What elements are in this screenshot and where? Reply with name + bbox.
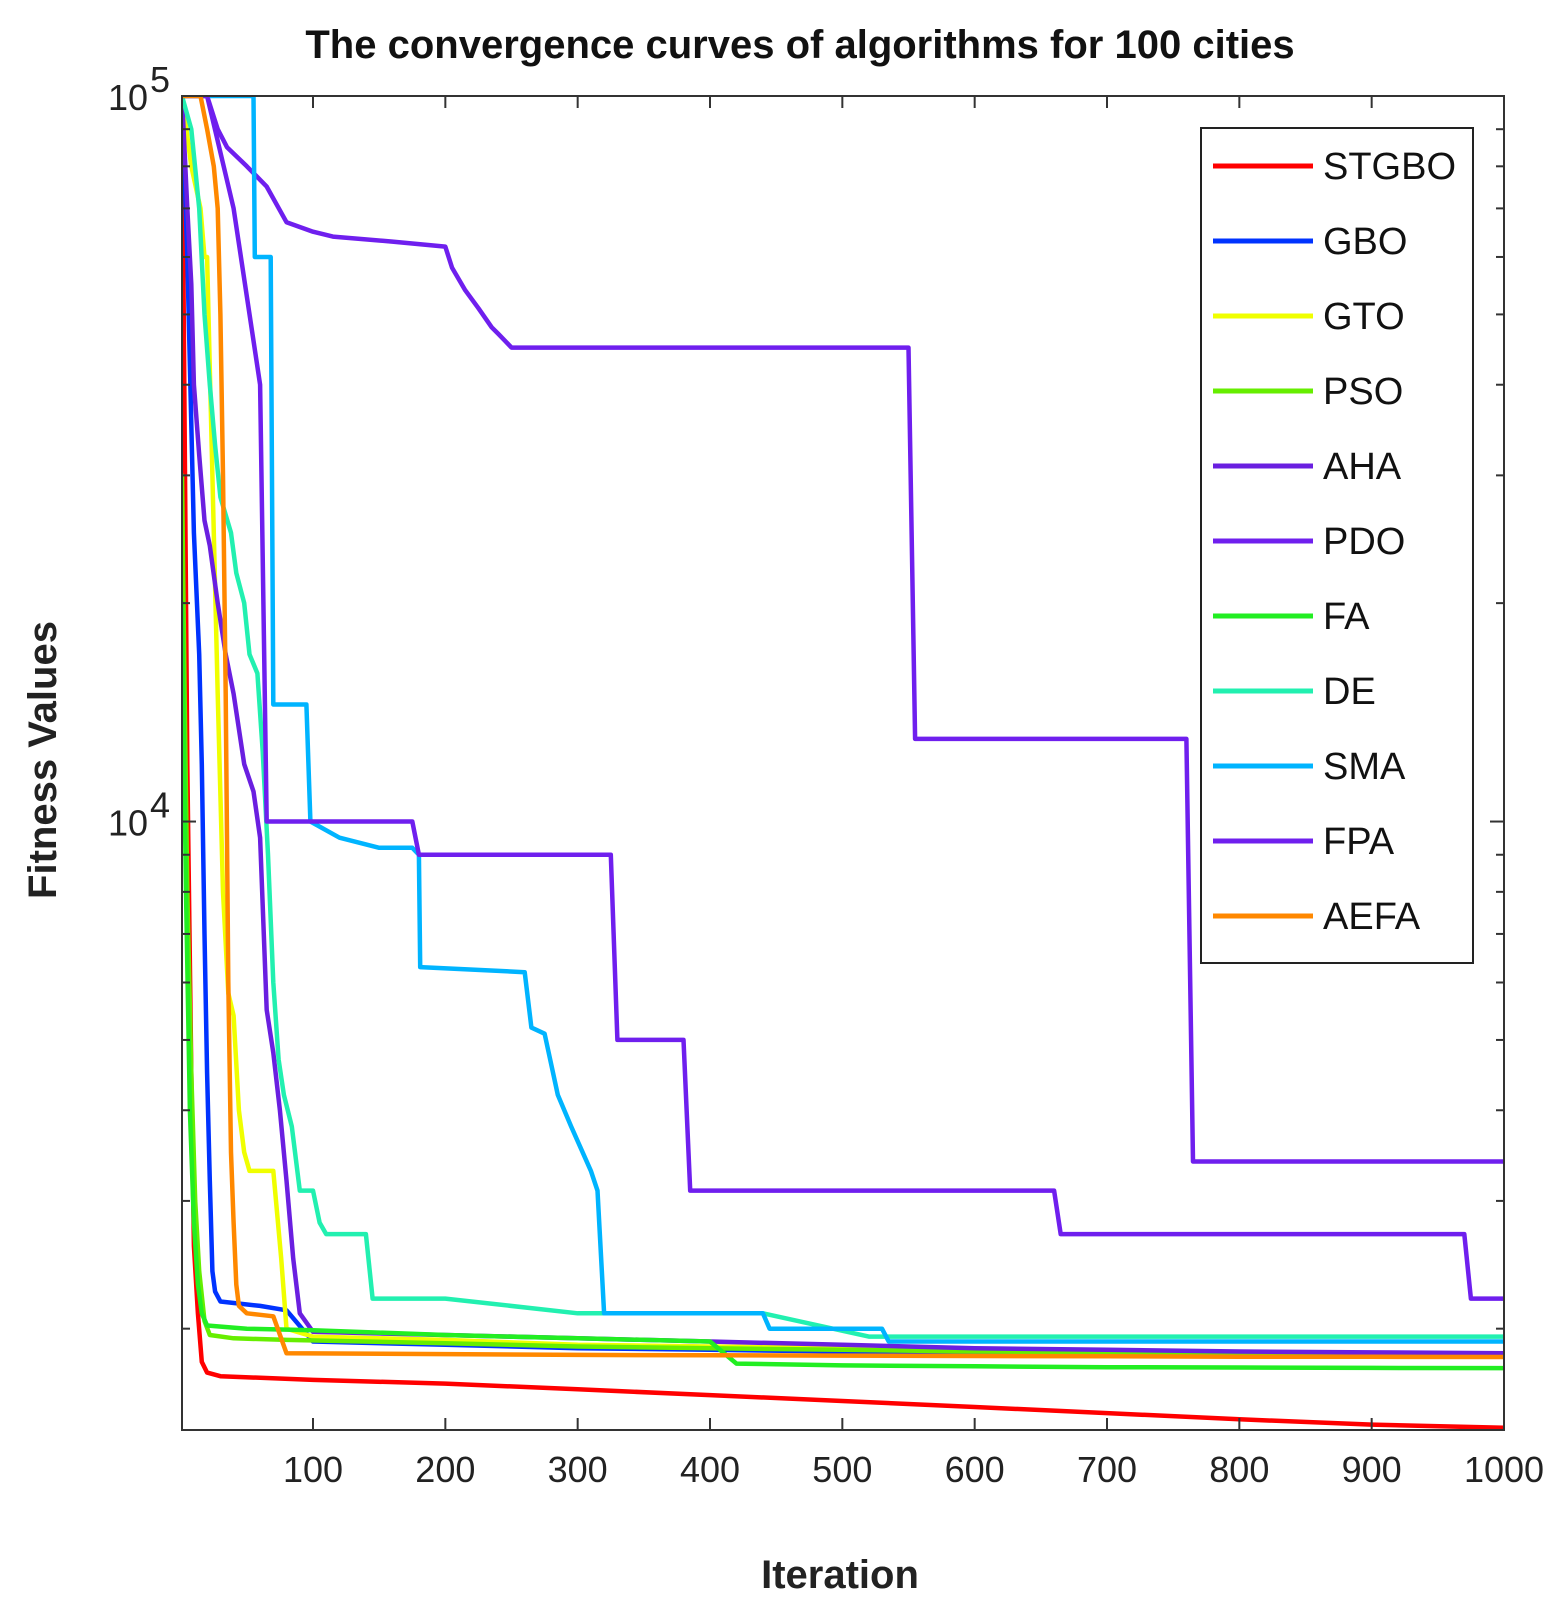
legend-label-de: DE — [1323, 671, 1376, 713]
series-line-fa — [182, 600, 1504, 1371]
series-line-sma — [182, 96, 1504, 1344]
series-lines — [182, 96, 1504, 1430]
x-tick-label: 1000 — [1464, 1449, 1544, 1490]
x-tick-label: 800 — [1209, 1449, 1269, 1490]
legend-label-pdo: PDO — [1323, 521, 1405, 563]
legend-label-pso: PSO — [1323, 371, 1403, 413]
x-tick-label: 900 — [1342, 1449, 1402, 1490]
legend-label-gto: GTO — [1323, 296, 1405, 338]
y-tick-exponent: 5 — [150, 59, 170, 100]
x-axis-label: Iteration — [761, 1553, 919, 1597]
x-tick-label: 300 — [548, 1449, 608, 1490]
legend-label-aha: AHA — [1323, 446, 1402, 488]
legend-label-aefa: AEFA — [1323, 896, 1421, 938]
y-axis-label: Fitness Values — [21, 621, 65, 899]
x-tick-label: 500 — [812, 1449, 872, 1490]
x-tick-label: 100 — [283, 1449, 343, 1490]
series-line-aha — [182, 96, 1504, 1356]
x-tick-label: 400 — [680, 1449, 740, 1490]
legend-box — [1200, 127, 1474, 964]
series-line-de — [182, 96, 1504, 1339]
legend-label-fpa: FPA — [1323, 821, 1395, 863]
x-tick-label: 700 — [1077, 1449, 1137, 1490]
series-line-pdo — [182, 96, 1504, 1164]
legend: STGBO GBO GTO PSO AHA PDO FA DE SMA FPA AEFA — [1200, 127, 1474, 964]
y-tick-label: 10 — [108, 803, 148, 844]
axis-frame — [181, 95, 1505, 1431]
y-tick-label: 10 — [108, 77, 148, 118]
legend-label-gbo: GBO — [1323, 221, 1407, 263]
chart-title: The convergence curves of algorithms for… — [305, 23, 1294, 67]
series-line-fpa — [182, 96, 1504, 1301]
x-tick-label: 600 — [945, 1449, 1005, 1490]
legend-label-fa: FA — [1323, 596, 1370, 638]
legend-label-sma: SMA — [1323, 746, 1406, 788]
legend-label-stgbo: STGBO — [1323, 146, 1456, 188]
y-tick-exponent: 4 — [150, 785, 170, 826]
series-line-aefa — [182, 96, 1504, 1360]
x-tick-label: 200 — [415, 1449, 475, 1490]
